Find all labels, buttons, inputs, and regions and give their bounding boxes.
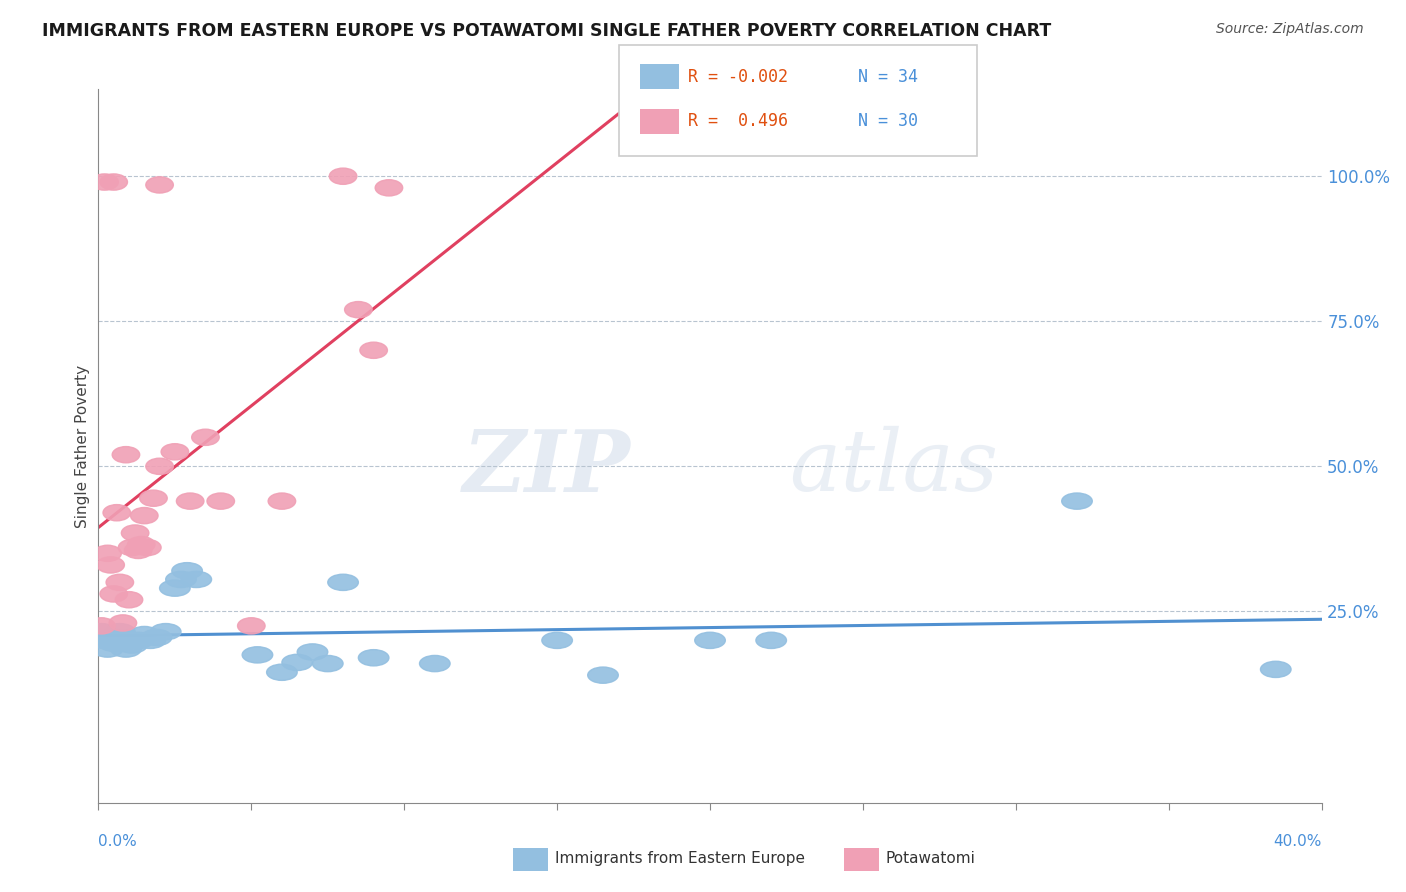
Ellipse shape bbox=[100, 586, 128, 602]
Ellipse shape bbox=[172, 563, 202, 579]
Ellipse shape bbox=[1260, 661, 1291, 678]
Ellipse shape bbox=[329, 168, 357, 185]
Ellipse shape bbox=[122, 632, 153, 648]
Ellipse shape bbox=[150, 624, 181, 640]
Ellipse shape bbox=[162, 443, 188, 460]
Ellipse shape bbox=[111, 641, 141, 657]
Text: IMMIGRANTS FROM EASTERN EUROPE VS POTAWATOMI SINGLE FATHER POVERTY CORRELATION C: IMMIGRANTS FROM EASTERN EUROPE VS POTAWA… bbox=[42, 22, 1052, 40]
Ellipse shape bbox=[360, 343, 388, 359]
Ellipse shape bbox=[359, 649, 389, 666]
Ellipse shape bbox=[112, 447, 139, 463]
Ellipse shape bbox=[191, 429, 219, 445]
Ellipse shape bbox=[124, 542, 152, 558]
Text: atlas: atlas bbox=[790, 426, 998, 508]
Text: N = 34: N = 34 bbox=[858, 68, 918, 86]
Ellipse shape bbox=[328, 574, 359, 591]
Y-axis label: Single Father Poverty: Single Father Poverty bbox=[75, 365, 90, 527]
Ellipse shape bbox=[181, 571, 211, 588]
Ellipse shape bbox=[108, 630, 138, 646]
Ellipse shape bbox=[238, 618, 266, 634]
Ellipse shape bbox=[146, 458, 173, 475]
Ellipse shape bbox=[141, 630, 172, 646]
Text: Potawatomi: Potawatomi bbox=[886, 851, 976, 865]
Text: Immigrants from Eastern Europe: Immigrants from Eastern Europe bbox=[555, 851, 806, 865]
Ellipse shape bbox=[281, 654, 312, 671]
Ellipse shape bbox=[86, 624, 117, 640]
Ellipse shape bbox=[134, 540, 162, 556]
Ellipse shape bbox=[160, 580, 190, 596]
Ellipse shape bbox=[139, 490, 167, 507]
Ellipse shape bbox=[176, 493, 204, 509]
Ellipse shape bbox=[541, 632, 572, 648]
Ellipse shape bbox=[93, 641, 122, 657]
Ellipse shape bbox=[695, 632, 725, 648]
Text: 0.0%: 0.0% bbox=[98, 834, 138, 849]
Ellipse shape bbox=[375, 179, 402, 196]
Ellipse shape bbox=[312, 656, 343, 672]
Ellipse shape bbox=[94, 545, 121, 561]
Ellipse shape bbox=[297, 644, 328, 660]
Ellipse shape bbox=[89, 632, 120, 648]
Ellipse shape bbox=[121, 524, 149, 541]
Ellipse shape bbox=[114, 632, 145, 648]
Ellipse shape bbox=[128, 536, 155, 553]
Ellipse shape bbox=[242, 647, 273, 663]
Ellipse shape bbox=[117, 637, 148, 653]
Ellipse shape bbox=[110, 615, 136, 631]
Ellipse shape bbox=[104, 624, 135, 640]
Ellipse shape bbox=[419, 656, 450, 672]
Ellipse shape bbox=[91, 174, 118, 190]
Ellipse shape bbox=[115, 591, 143, 607]
Ellipse shape bbox=[87, 618, 115, 634]
Ellipse shape bbox=[129, 626, 160, 642]
Ellipse shape bbox=[101, 632, 132, 648]
Text: R = -0.002: R = -0.002 bbox=[688, 68, 787, 86]
Text: N = 30: N = 30 bbox=[858, 112, 918, 130]
Ellipse shape bbox=[105, 574, 134, 591]
Ellipse shape bbox=[100, 174, 128, 190]
Text: R =  0.496: R = 0.496 bbox=[688, 112, 787, 130]
Ellipse shape bbox=[131, 508, 157, 524]
Ellipse shape bbox=[588, 667, 619, 683]
Ellipse shape bbox=[135, 632, 166, 648]
Ellipse shape bbox=[98, 635, 129, 651]
Ellipse shape bbox=[207, 493, 235, 509]
Text: 40.0%: 40.0% bbox=[1274, 834, 1322, 849]
Ellipse shape bbox=[756, 632, 786, 648]
Ellipse shape bbox=[344, 301, 373, 318]
Text: Source: ZipAtlas.com: Source: ZipAtlas.com bbox=[1216, 22, 1364, 37]
Ellipse shape bbox=[96, 630, 127, 646]
Ellipse shape bbox=[118, 540, 146, 556]
Ellipse shape bbox=[1062, 493, 1092, 509]
Ellipse shape bbox=[267, 665, 297, 681]
Text: ZIP: ZIP bbox=[463, 425, 630, 509]
Ellipse shape bbox=[269, 493, 295, 509]
Ellipse shape bbox=[103, 505, 131, 521]
Ellipse shape bbox=[97, 557, 124, 573]
Ellipse shape bbox=[146, 177, 173, 193]
Ellipse shape bbox=[166, 571, 197, 588]
